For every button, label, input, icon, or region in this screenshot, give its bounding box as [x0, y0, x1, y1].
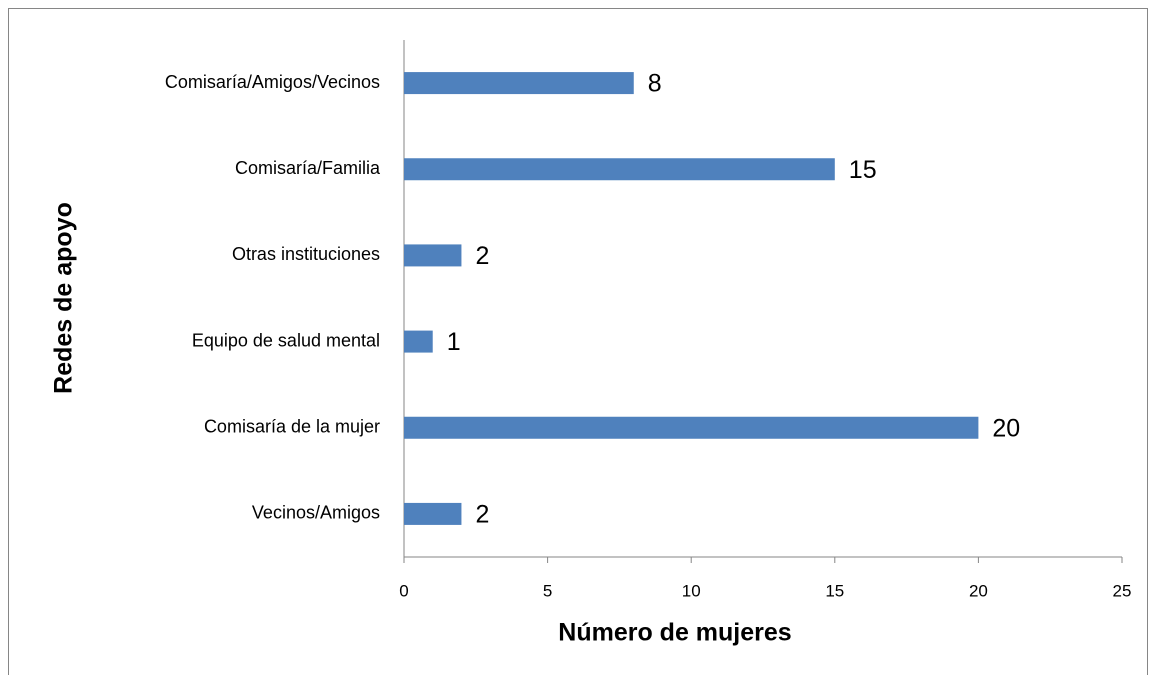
- x-tick-label: 0: [399, 581, 408, 600]
- value-label: 8: [648, 70, 662, 98]
- value-label: 2: [475, 501, 489, 529]
- x-tick-label: 20: [969, 581, 988, 600]
- x-tick-label: 15: [825, 581, 844, 600]
- value-label: 1: [447, 328, 461, 356]
- chart-border: [8, 8, 1148, 675]
- bar: [404, 244, 462, 267]
- y-axis-title: Redes de apoyo: [50, 202, 78, 394]
- y-tick-label: Comisaría/Familia: [235, 158, 381, 178]
- y-tick-label: Comisaría/Amigos/Vecinos: [165, 72, 380, 92]
- y-tick-label: Equipo de salud mental: [192, 330, 380, 350]
- bar: [404, 72, 634, 95]
- bar: [404, 158, 835, 181]
- x-tick-label: 25: [1113, 581, 1132, 600]
- value-label: 20: [992, 414, 1020, 442]
- bar: [404, 502, 462, 525]
- x-tick-label: 5: [543, 581, 552, 600]
- y-tick-label: Vecinos/Amigos: [252, 503, 380, 523]
- x-tick-label: 10: [682, 581, 701, 600]
- value-label: 2: [475, 242, 489, 270]
- value-label: 15: [849, 156, 877, 184]
- bar: [404, 330, 433, 353]
- bar: [404, 416, 979, 439]
- y-tick-label: Otras instituciones: [232, 244, 380, 264]
- y-tick-label: Comisaría de la mujer: [204, 417, 380, 437]
- x-axis-title: Número de mujeres: [558, 619, 791, 647]
